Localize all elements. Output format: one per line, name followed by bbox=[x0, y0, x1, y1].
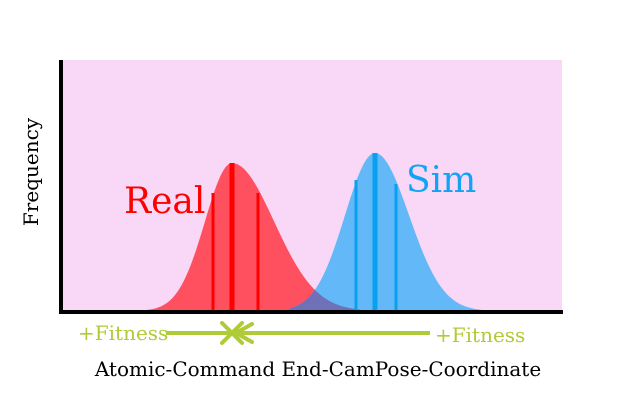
real-distribution-curve bbox=[120, 163, 360, 311]
fitness-indicator: +Fitness +Fitness bbox=[78, 321, 525, 347]
y-axis-label: Frequency bbox=[19, 117, 43, 226]
fitness-right-label: +Fitness bbox=[435, 323, 525, 347]
sim-label: Sim bbox=[406, 160, 476, 201]
fitness-left-label: +Fitness bbox=[78, 321, 168, 345]
real-label: Real bbox=[124, 181, 205, 222]
fitness-arrowhead-icon bbox=[234, 322, 254, 344]
plot-area bbox=[62, 60, 562, 312]
x-marker-icon bbox=[220, 321, 244, 345]
x-axis-label: Atomic-Command End-CamPose-Coordinate bbox=[94, 357, 541, 381]
